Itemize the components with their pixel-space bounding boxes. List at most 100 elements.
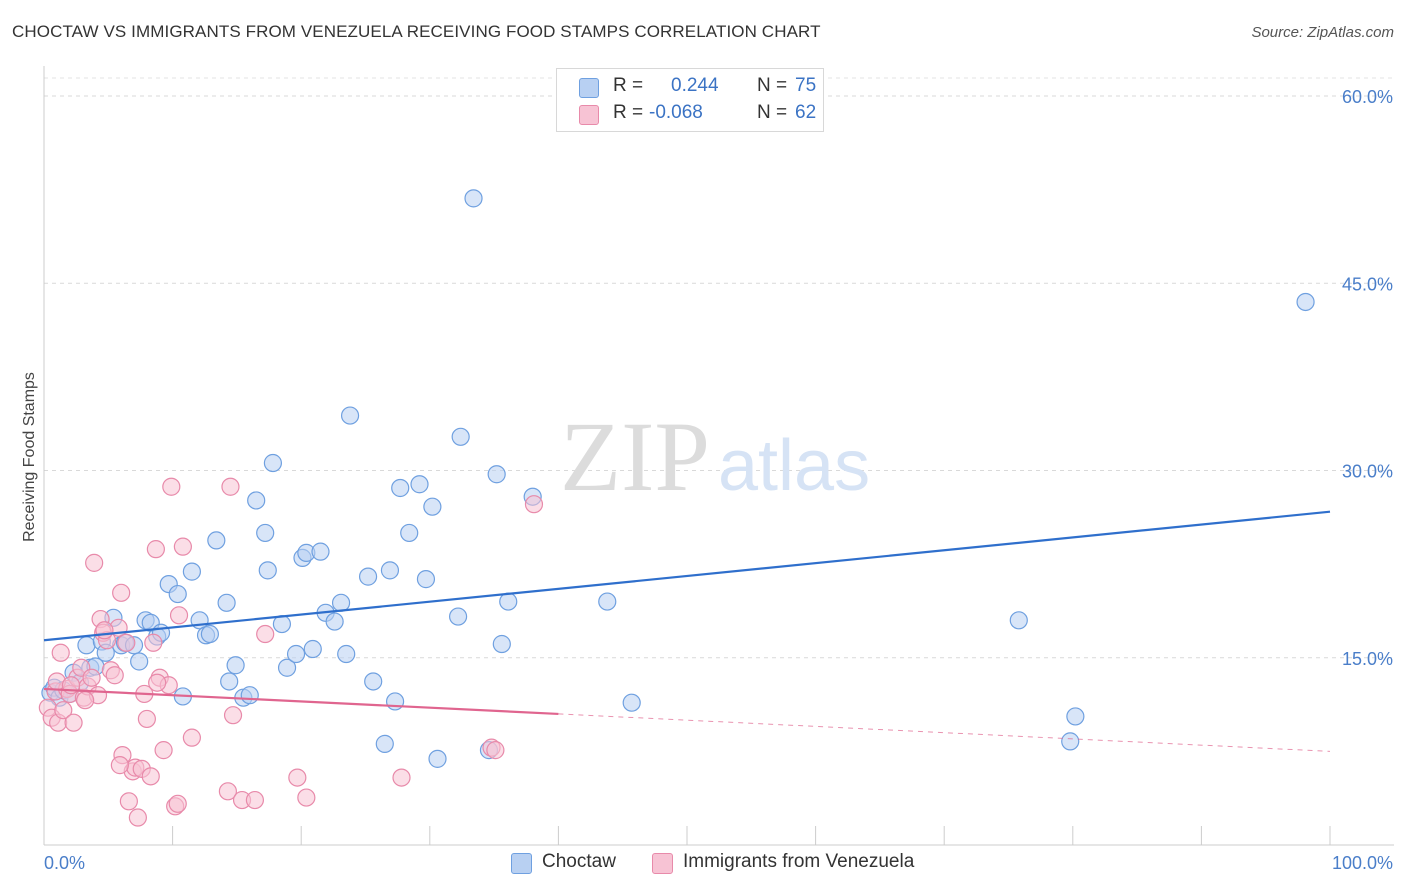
choctaw-point xyxy=(325,612,344,631)
venezuela-trend-line-dashed xyxy=(558,713,1331,752)
choctaw-point xyxy=(182,562,201,581)
venezuela-trend-line xyxy=(43,687,559,716)
venezuela-point xyxy=(486,741,505,760)
choctaw-point xyxy=(1009,611,1028,630)
choctaw-point xyxy=(622,693,641,712)
venezuela-point xyxy=(128,808,147,827)
choctaw-point xyxy=(247,491,266,510)
venezuela-point xyxy=(112,583,131,602)
choctaw-point xyxy=(416,570,436,589)
y-tick-label: 45.0% xyxy=(1342,274,1393,294)
choctaw-point xyxy=(263,453,283,473)
choctaw-point xyxy=(358,567,378,586)
choctaw-point xyxy=(1296,292,1315,312)
choctaw-point xyxy=(311,542,330,561)
choctaw-point xyxy=(207,531,226,550)
choctaw-point xyxy=(448,607,468,626)
choctaw-point xyxy=(380,561,400,580)
venezuela-point xyxy=(54,701,73,720)
venezuela-point xyxy=(297,788,316,807)
x-tick-label: 100.0% xyxy=(1332,853,1393,873)
bottom-legend-swatch-choctaw xyxy=(511,853,532,874)
choctaw-point xyxy=(385,692,405,711)
choctaw-point xyxy=(200,624,219,644)
legend-r-value: -0.068 xyxy=(649,102,703,123)
choctaw-point xyxy=(487,465,506,484)
legend-swatch-venezuela xyxy=(579,105,599,125)
venezuela-point xyxy=(137,709,156,729)
choctaw-point xyxy=(277,658,297,677)
venezuela-point xyxy=(173,537,192,556)
legend-box: R = 0.244 N = 75 R = -0.068 N = 62 xyxy=(556,68,824,132)
choctaw-point xyxy=(423,497,442,516)
venezuela-point xyxy=(162,477,181,496)
choctaw-point xyxy=(451,427,470,446)
venezuela-point xyxy=(146,540,165,559)
choctaw-point xyxy=(303,639,322,659)
legend-r-label: R = xyxy=(613,75,644,96)
venezuela-point xyxy=(168,794,187,813)
venezuela-point xyxy=(105,666,124,685)
venezuela-point xyxy=(288,768,307,787)
y-tick-label: 60.0% xyxy=(1342,87,1393,107)
chart-source: Source: ZipAtlas.com xyxy=(1251,24,1394,41)
choctaw-point xyxy=(410,475,429,494)
bottom-legend-label-choctaw: Choctaw xyxy=(542,851,616,872)
chart-title: CHOCTAW VS IMMIGRANTS FROM VENEZUELA REC… xyxy=(12,22,821,41)
x-tick-label: 0.0% xyxy=(44,853,85,873)
venezuela-point xyxy=(223,706,243,725)
bottom-legend-label-venezuela: Immigrants from Venezuela xyxy=(683,851,915,872)
choctaw-point xyxy=(240,686,259,705)
gridlines xyxy=(44,77,1394,659)
choctaw-point xyxy=(77,636,96,655)
choctaw-point xyxy=(168,584,187,604)
venezuela-point xyxy=(182,728,201,747)
legend-r-value: 0.244 xyxy=(671,75,719,96)
choctaw-point xyxy=(464,189,483,208)
y-tick-label: 15.0% xyxy=(1342,649,1393,669)
venezuela-point xyxy=(95,621,114,640)
choctaw-point xyxy=(598,592,617,611)
choctaw-point xyxy=(286,644,306,664)
choctaw-point xyxy=(226,656,245,675)
trend-lines xyxy=(43,510,1331,752)
legend-n-label: N = xyxy=(757,102,788,123)
venezuela-point xyxy=(76,691,95,710)
choctaw-point xyxy=(391,478,410,498)
watermark-zip: ZIP xyxy=(560,401,710,512)
choctaw-point xyxy=(428,749,447,768)
choctaw-point xyxy=(492,634,511,654)
choctaw-point xyxy=(499,592,518,611)
watermark-atlas: atlas xyxy=(718,426,870,506)
choctaw-point xyxy=(258,561,277,580)
venezuela-point xyxy=(110,756,129,775)
choctaw-point xyxy=(364,672,383,691)
y-tick-label: 30.0% xyxy=(1342,462,1393,482)
venezuela-point xyxy=(117,633,136,652)
venezuela-point xyxy=(51,643,70,662)
venezuela-point xyxy=(148,673,167,692)
legend-swatch-choctaw xyxy=(579,78,599,98)
venezuela-point xyxy=(154,741,173,760)
choctaw-point xyxy=(1066,707,1085,726)
choctaw-point xyxy=(256,523,275,543)
choctaw-trend-line xyxy=(43,510,1331,642)
venezuela-point xyxy=(119,792,138,811)
venezuela-point xyxy=(221,477,240,496)
choctaw-point xyxy=(217,593,236,612)
venezuela-point xyxy=(245,790,265,810)
venezuela-point xyxy=(141,767,160,786)
choctaw-point xyxy=(220,672,239,691)
choctaw-point xyxy=(337,644,356,664)
venezuela-point xyxy=(218,782,237,801)
choctaw-point xyxy=(400,523,419,543)
y-axis-label: Receiving Food Stamps xyxy=(21,372,38,542)
venezuela-point xyxy=(256,624,275,644)
choctaw-point xyxy=(130,652,149,671)
venezuela-point xyxy=(82,668,101,687)
legend-r-label: R = xyxy=(613,102,644,123)
venezuela-point xyxy=(169,606,189,625)
choctaw-point xyxy=(375,734,394,753)
choctaw-point xyxy=(1061,732,1080,751)
